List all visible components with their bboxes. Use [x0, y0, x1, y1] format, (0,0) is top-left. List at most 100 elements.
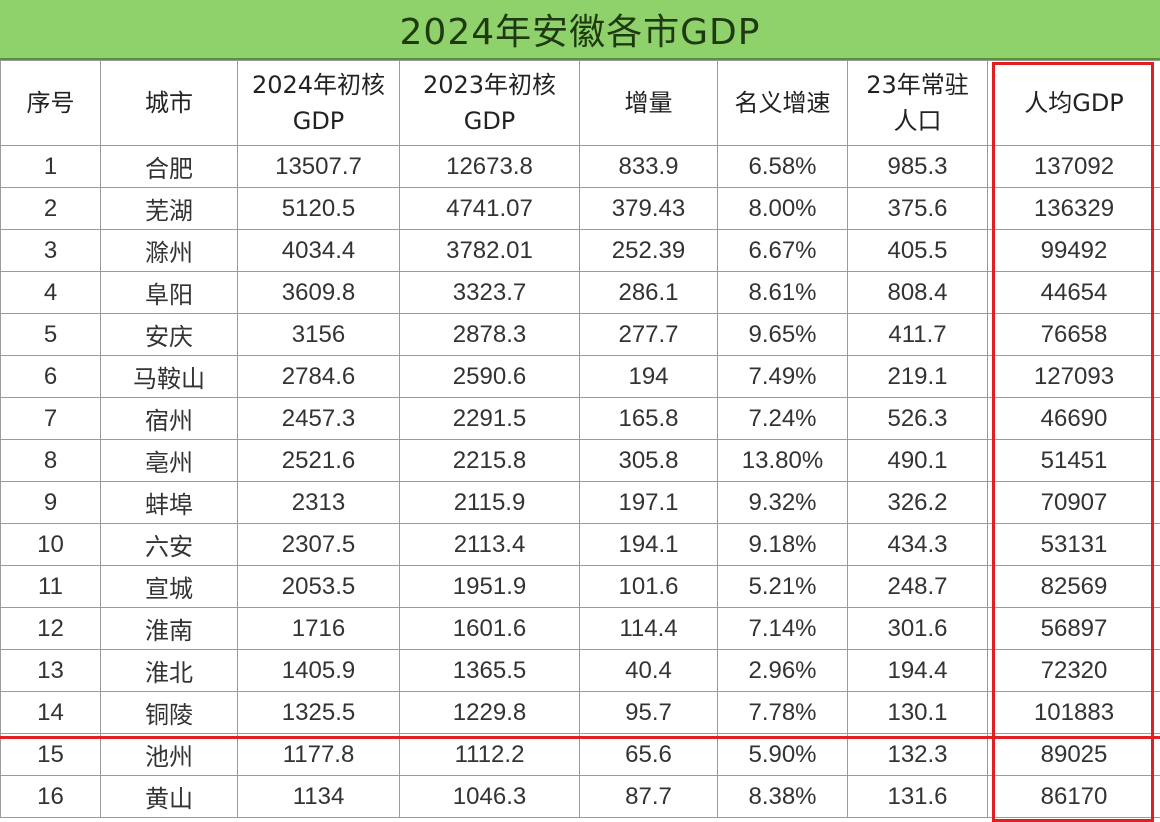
cell-rank: 11 — [1, 566, 101, 608]
cell-gdp-per-capita: 101883 — [988, 692, 1160, 734]
cell-population: 375.6 — [848, 188, 988, 230]
cell-gdp-2024: 5120.5 — [238, 188, 400, 230]
cell-gdp-per-capita: 72320 — [988, 650, 1160, 692]
cell-increment: 95.7 — [580, 692, 718, 734]
cell-rank: 7 — [1, 398, 101, 440]
cell-gdp-2024: 1177.8 — [238, 734, 400, 776]
cell-increment: 87.7 — [580, 776, 718, 818]
gdp-table-image: 2024年安徽各市GDP 序号 城市 2024年初核 GDP 2023年初核 G… — [0, 0, 1160, 800]
cell-rank: 16 — [1, 776, 101, 818]
cell-gdp-per-capita: 137092 — [988, 146, 1160, 188]
cell-city: 宿州 — [101, 398, 238, 440]
cell-rank: 12 — [1, 608, 101, 650]
cell-rank: 14 — [1, 692, 101, 734]
cell-city: 亳州 — [101, 440, 238, 482]
cell-city: 蚌埠 — [101, 482, 238, 524]
cell-rank: 2 — [1, 188, 101, 230]
cell-gdp-2024: 2521.6 — [238, 440, 400, 482]
cell-gdp-2023: 1229.8 — [400, 692, 580, 734]
header-gdp-2024: 2024年初核 GDP — [238, 61, 400, 146]
cell-growth-rate: 8.61% — [718, 272, 848, 314]
cell-gdp-per-capita: 44654 — [988, 272, 1160, 314]
cell-growth-rate: 5.90% — [718, 734, 848, 776]
cell-gdp-2023: 3323.7 — [400, 272, 580, 314]
cell-population: 301.6 — [848, 608, 988, 650]
cell-city: 合肥 — [101, 146, 238, 188]
header-row: 序号 城市 2024年初核 GDP 2023年初核 GDP 增量 名义增速 23… — [1, 61, 1160, 146]
cell-growth-rate: 7.24% — [718, 398, 848, 440]
cell-gdp-per-capita: 56897 — [988, 608, 1160, 650]
cell-gdp-2024: 13507.7 — [238, 146, 400, 188]
cell-increment: 194.1 — [580, 524, 718, 566]
cell-rank: 5 — [1, 314, 101, 356]
cell-gdp-2023: 4741.07 — [400, 188, 580, 230]
cell-gdp-per-capita: 76658 — [988, 314, 1160, 356]
cell-city: 滁州 — [101, 230, 238, 272]
header-increment: 增量 — [580, 61, 718, 146]
cell-gdp-per-capita: 127093 — [988, 356, 1160, 398]
cell-gdp-per-capita: 53131 — [988, 524, 1160, 566]
cell-gdp-2023: 2113.4 — [400, 524, 580, 566]
cell-gdp-per-capita: 82569 — [988, 566, 1160, 608]
cell-gdp-2023: 12673.8 — [400, 146, 580, 188]
header-gdp-2023: 2023年初核 GDP — [400, 61, 580, 146]
cell-gdp-2024: 2307.5 — [238, 524, 400, 566]
cell-rank: 9 — [1, 482, 101, 524]
cell-rank: 10 — [1, 524, 101, 566]
cell-population: 490.1 — [848, 440, 988, 482]
cell-increment: 165.8 — [580, 398, 718, 440]
table-title: 2024年安徽各市GDP — [400, 3, 761, 55]
cell-gdp-2023: 2215.8 — [400, 440, 580, 482]
cell-population: 434.3 — [848, 524, 988, 566]
cell-growth-rate: 2.96% — [718, 650, 848, 692]
cell-population: 411.7 — [848, 314, 988, 356]
cell-gdp-2024: 2313 — [238, 482, 400, 524]
cell-growth-rate: 8.00% — [718, 188, 848, 230]
cell-population: 131.6 — [848, 776, 988, 818]
cell-growth-rate: 7.78% — [718, 692, 848, 734]
gdp-table: 序号 城市 2024年初核 GDP 2023年初核 GDP 增量 名义增速 23… — [0, 60, 1160, 818]
cell-gdp-per-capita: 51451 — [988, 440, 1160, 482]
cell-gdp-2024: 2784.6 — [238, 356, 400, 398]
cell-population: 219.1 — [848, 356, 988, 398]
cell-gdp-per-capita: 70907 — [988, 482, 1160, 524]
cell-city: 池州 — [101, 734, 238, 776]
cell-increment: 833.9 — [580, 146, 718, 188]
cell-gdp-per-capita: 46690 — [988, 398, 1160, 440]
cell-gdp-2024: 1325.5 — [238, 692, 400, 734]
cell-gdp-2024: 2053.5 — [238, 566, 400, 608]
table-title-bar: 2024年安徽各市GDP — [0, 0, 1160, 60]
cell-city: 马鞍山 — [101, 356, 238, 398]
cell-rank: 4 — [1, 272, 101, 314]
cell-rank: 3 — [1, 230, 101, 272]
cell-increment: 40.4 — [580, 650, 718, 692]
cell-increment: 114.4 — [580, 608, 718, 650]
cell-growth-rate: 6.67% — [718, 230, 848, 272]
header-gdp-per-capita: 人均GDP — [988, 61, 1160, 146]
cell-gdp-2024: 3156 — [238, 314, 400, 356]
cell-growth-rate: 9.65% — [718, 314, 848, 356]
cell-rank: 6 — [1, 356, 101, 398]
cell-gdp-2024: 1134 — [238, 776, 400, 818]
cell-population: 132.3 — [848, 734, 988, 776]
cell-gdp-per-capita: 89025 — [988, 734, 1160, 776]
cell-gdp-2023: 2115.9 — [400, 482, 580, 524]
cell-growth-rate: 7.49% — [718, 356, 848, 398]
cell-gdp-2024: 2457.3 — [238, 398, 400, 440]
cell-gdp-2024: 1405.9 — [238, 650, 400, 692]
cell-city: 铜陵 — [101, 692, 238, 734]
header-population: 23年常驻 人口 — [848, 61, 988, 146]
